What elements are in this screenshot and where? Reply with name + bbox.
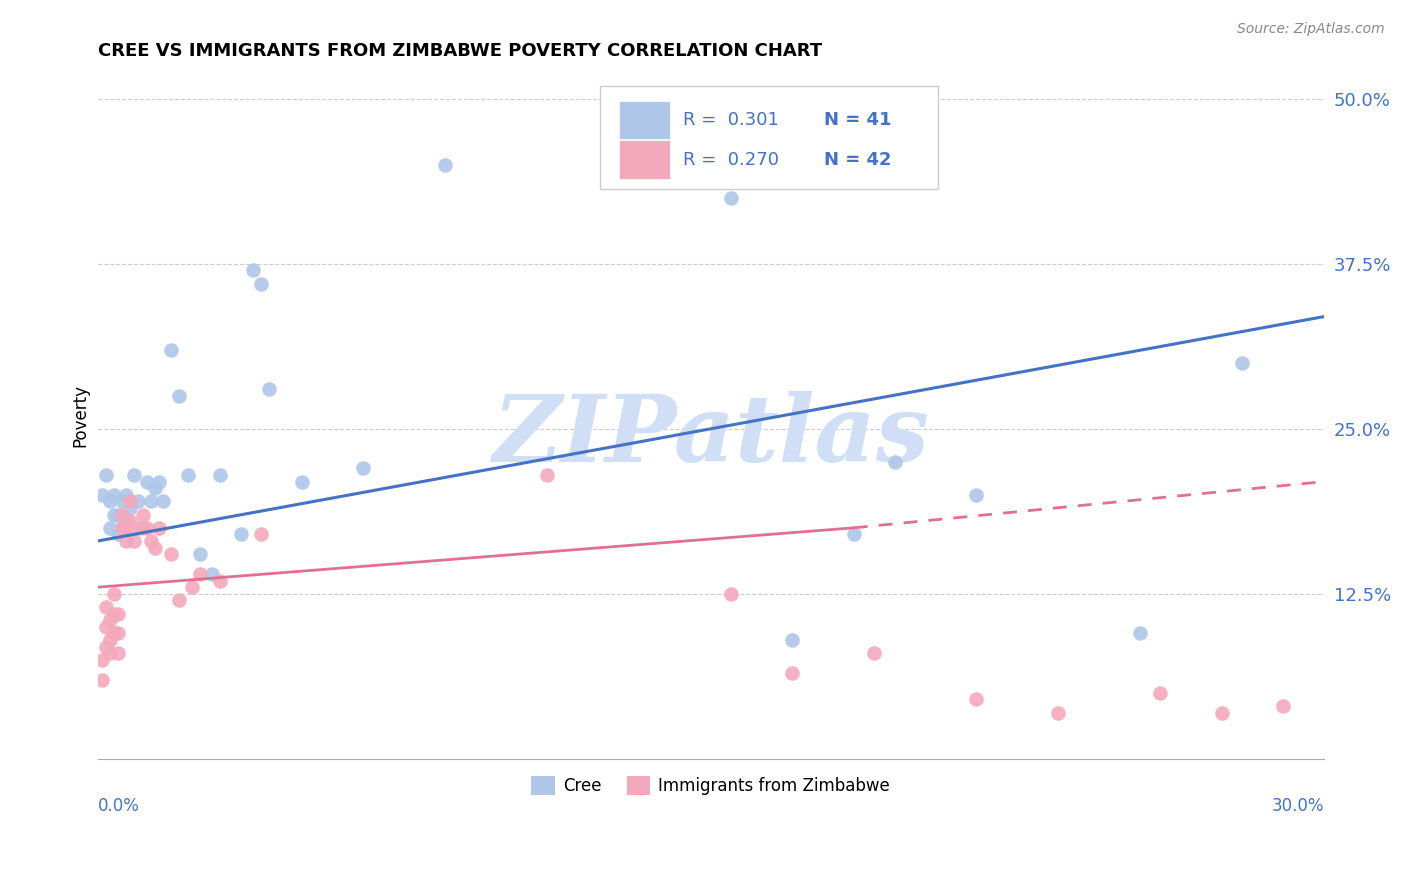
Point (94, 599, 117, 614)
Point (352, 461, 374, 475)
Point (115, 514, 138, 528)
Point (90, 653, 112, 667)
Point (94, 468, 117, 483)
Point (965, 692, 987, 706)
Point (90, 673, 112, 687)
FancyBboxPatch shape (619, 101, 671, 139)
Point (107, 607, 129, 621)
Point (188, 547, 211, 561)
Point (1047, 706, 1070, 720)
Point (120, 494, 142, 508)
Point (98, 613, 121, 627)
Point (107, 646, 129, 660)
Point (152, 494, 174, 508)
Text: 0.0%: 0.0% (97, 797, 139, 814)
Point (1149, 686, 1171, 700)
Point (127, 494, 149, 508)
Point (143, 541, 166, 555)
Point (201, 566, 224, 581)
Point (1272, 698, 1295, 713)
Point (124, 533, 146, 548)
Point (169, 389, 191, 403)
Point (291, 475, 314, 489)
Point (131, 521, 153, 535)
Point (103, 626, 125, 640)
Point (103, 607, 125, 621)
Point (842, 527, 865, 541)
Point (124, 468, 146, 483)
Point (1230, 356, 1253, 370)
Point (90, 488, 112, 502)
Point (434, 158, 457, 172)
Point (103, 587, 125, 601)
Text: 30.0%: 30.0% (1271, 797, 1324, 814)
Text: N = 42: N = 42 (824, 151, 891, 169)
Y-axis label: Poverty: Poverty (72, 384, 89, 447)
Point (131, 508, 153, 522)
Point (115, 488, 138, 502)
Point (536, 468, 558, 483)
Point (107, 508, 129, 522)
Point (209, 574, 232, 588)
Point (1129, 626, 1152, 640)
Point (720, 587, 742, 601)
Point (107, 527, 129, 541)
Point (127, 521, 149, 535)
Text: ZIPatlas: ZIPatlas (492, 392, 929, 481)
Point (139, 494, 162, 508)
Text: R =  0.301: R = 0.301 (682, 111, 779, 128)
Point (94, 640, 117, 654)
Point (98, 521, 121, 535)
Point (120, 514, 142, 528)
Point (148, 475, 170, 489)
Point (242, 263, 264, 277)
Text: N = 41: N = 41 (824, 111, 891, 128)
Point (883, 455, 905, 469)
Point (98, 632, 121, 647)
Point (135, 475, 157, 489)
Point (111, 521, 134, 535)
Point (115, 533, 138, 548)
Point (111, 508, 134, 522)
Point (111, 521, 134, 535)
Point (259, 382, 281, 396)
Point (115, 521, 138, 535)
Point (103, 508, 125, 522)
Point (1211, 706, 1233, 720)
Text: Source: ZipAtlas.com: Source: ZipAtlas.com (1237, 22, 1385, 37)
FancyBboxPatch shape (619, 140, 671, 178)
Point (98, 494, 121, 508)
Point (103, 488, 125, 502)
Point (176, 468, 198, 483)
FancyBboxPatch shape (600, 87, 938, 189)
Point (209, 468, 232, 483)
Point (169, 593, 191, 607)
Point (782, 632, 804, 647)
Point (180, 580, 202, 594)
Legend: Cree, Immigrants from Zimbabwe: Cree, Immigrants from Zimbabwe (524, 769, 897, 802)
Point (107, 626, 129, 640)
Point (111, 494, 134, 508)
Point (160, 343, 183, 357)
Point (863, 646, 886, 660)
Point (135, 521, 157, 535)
Text: CREE VS IMMIGRANTS FROM ZIMBABWE POVERTY CORRELATION CHART: CREE VS IMMIGRANTS FROM ZIMBABWE POVERTY… (97, 42, 821, 60)
Text: R =  0.270: R = 0.270 (682, 151, 779, 169)
Point (143, 481, 166, 495)
Point (160, 547, 183, 561)
Point (94, 620, 117, 634)
Point (965, 488, 987, 502)
Point (720, 191, 742, 205)
Point (188, 566, 211, 581)
Point (250, 277, 273, 291)
Point (782, 665, 804, 680)
Point (229, 527, 252, 541)
Point (139, 533, 162, 548)
Point (120, 501, 142, 516)
Point (250, 527, 273, 541)
Point (148, 521, 170, 535)
Point (98, 646, 121, 660)
